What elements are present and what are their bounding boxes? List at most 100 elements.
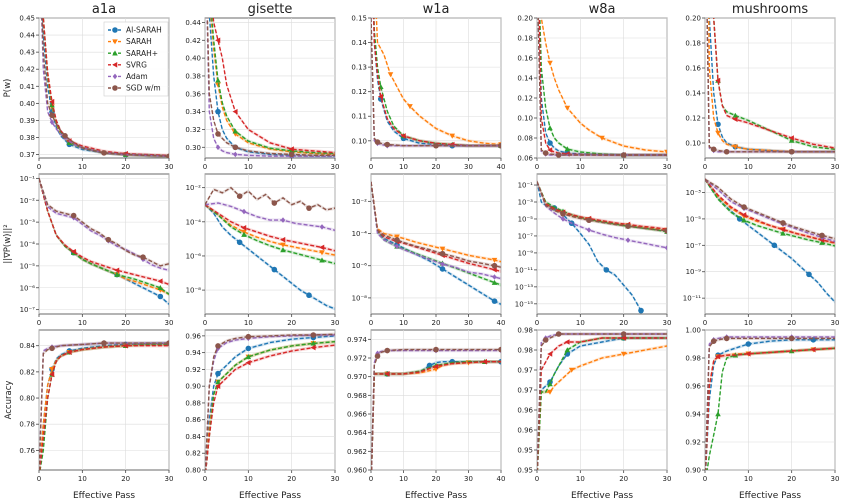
legend-item-svrg: SVRG: [108, 60, 147, 69]
marker-svrg: [49, 98, 55, 105]
plot-area: [204, 173, 336, 315]
marker-svrg: [49, 371, 55, 378]
y-tick-label: 0.37: [19, 151, 35, 159]
marker-adam: [280, 217, 286, 223]
line-svrg: [39, 178, 169, 286]
y-tick-label: 0.14: [685, 90, 701, 98]
line-svrg: [371, 181, 501, 273]
line-sgd-w-m: [39, 178, 169, 267]
marker-sgd-w-m: [542, 337, 549, 343]
y-tick-label: 0.18: [517, 35, 533, 43]
y-tick-label: 0.12: [351, 88, 367, 96]
x-tick-label: 0: [703, 475, 707, 483]
line-sgd-w-m: [705, 178, 835, 240]
series-group: [705, 334, 835, 470]
y-tick-label: 0.38: [185, 72, 201, 80]
y-tick-label: 0.43: [19, 49, 35, 57]
marker-ai-sarah: [806, 271, 812, 278]
legend-marker: [112, 62, 118, 68]
x-tick-label: 40: [497, 163, 506, 171]
x-tick-label: 0: [703, 163, 707, 171]
marker-sarah-: [215, 379, 221, 385]
line-adam: [705, 336, 835, 470]
marker-ai-sarah: [603, 267, 610, 273]
y-tick-label: 10⁻⁵: [518, 215, 534, 223]
marker-sgd-w-m: [780, 220, 786, 226]
y-tick-label: 0.40: [185, 55, 201, 63]
marker-adam: [586, 227, 592, 233]
subplot-title: mushrooms: [732, 2, 809, 17]
marker-sgd-w-m: [166, 340, 169, 346]
marker-sarah: [280, 242, 286, 248]
line-svrg: [712, 18, 835, 149]
marker-sarah: [387, 72, 394, 78]
line-ai-sarah: [705, 178, 835, 303]
line-sgd-w-m: [206, 18, 335, 157]
y-tick-label: 0.14: [517, 75, 533, 83]
series-group: [205, 332, 335, 470]
y-tick-label: 0.95: [517, 447, 533, 455]
band-ai-sarah: [705, 177, 835, 304]
marker-sgd-w-m: [384, 347, 391, 354]
x-tick-label: 0: [535, 475, 539, 483]
series-group: [537, 18, 667, 158]
marker-sgd-w-m: [788, 335, 795, 342]
marker-svrg: [547, 351, 553, 357]
marker-sarah-: [715, 411, 721, 417]
x-tick-label: 30: [165, 163, 174, 171]
y-axis-label: ||∇P(w)||²: [3, 224, 13, 263]
marker-sgd-w-m: [723, 335, 730, 342]
y-tick-label: 0.84: [185, 433, 201, 441]
line-sgd-w-m: [41, 18, 169, 157]
marker-sarah: [599, 135, 605, 141]
subplot-a1a-accuracy: 0 10 20 30 0.76 0.78 0.80 0.82 0.84 Accuracy Effec…: [4, 329, 173, 501]
marker-sgd-w-m: [101, 340, 107, 346]
series-group: [537, 331, 667, 470]
marker-sgd-w-m: [310, 332, 317, 338]
series-group: [705, 177, 835, 304]
legend-label: Adam: [126, 72, 148, 81]
subplot-mushrooms-loss: 0 10 20 30 0.10 0.12 0.14 0.16 0.18 0.20 mushrooms: [685, 2, 839, 171]
y-tick-label: 0.10: [517, 115, 533, 123]
x-tick-label: 0: [37, 319, 41, 327]
x-axis-label: Effective Pass: [405, 491, 467, 501]
y-tick-label: 0.20: [685, 15, 701, 23]
marker-svrg: [241, 224, 247, 231]
marker-sarah-: [547, 381, 553, 387]
line-sgd-w-m: [537, 18, 667, 156]
band-sarah-: [713, 18, 835, 151]
x-tick-label: 0: [37, 475, 41, 483]
marker-sarah-: [788, 348, 795, 354]
subplot-title: w1a: [423, 2, 450, 17]
x-tick-label: 10: [576, 163, 585, 171]
line-svrg: [537, 337, 667, 470]
legend-label: AI-SARAH: [126, 26, 162, 35]
y-tick-label: 0.94: [685, 411, 701, 419]
y-tick-label: 0.42: [19, 66, 35, 74]
marker-sarah: [715, 130, 721, 136]
line-adam: [205, 202, 335, 231]
x-axis-label: Effective Pass: [73, 491, 135, 501]
x-tick-label: 20: [787, 163, 796, 171]
y-tick-label: 10⁻¹¹: [515, 266, 533, 274]
y-tick-label: 10⁻⁸: [186, 287, 202, 295]
y-tick-label: 0.44: [19, 32, 35, 40]
x-tick-label: 20: [787, 475, 796, 483]
y-tick-label: 0.15: [351, 15, 367, 23]
line-svrg: [212, 18, 335, 154]
plot-area: [704, 17, 836, 159]
x-tick-label: 10: [399, 475, 408, 483]
marker-adam: [319, 224, 325, 230]
line-ai-sarah: [208, 18, 335, 157]
subplot-mushrooms-grad: 0 10 20 30 10⁻¹¹ 10⁻⁹ 10⁻⁷ 10⁻⁵ 10⁻³: [683, 173, 839, 327]
marker-ai-sarah: [157, 293, 164, 300]
y-tick-label: 0.34: [185, 108, 201, 116]
marker-svrg: [66, 349, 72, 356]
y-tick-label: 0.84: [19, 342, 35, 350]
x-tick-label: 20: [619, 475, 628, 483]
band-svrg: [39, 176, 169, 287]
marker-sarah: [732, 144, 739, 150]
line-sarah-: [205, 204, 335, 265]
y-tick-label: 10⁻⁴: [186, 218, 202, 226]
series-group: [537, 179, 667, 314]
